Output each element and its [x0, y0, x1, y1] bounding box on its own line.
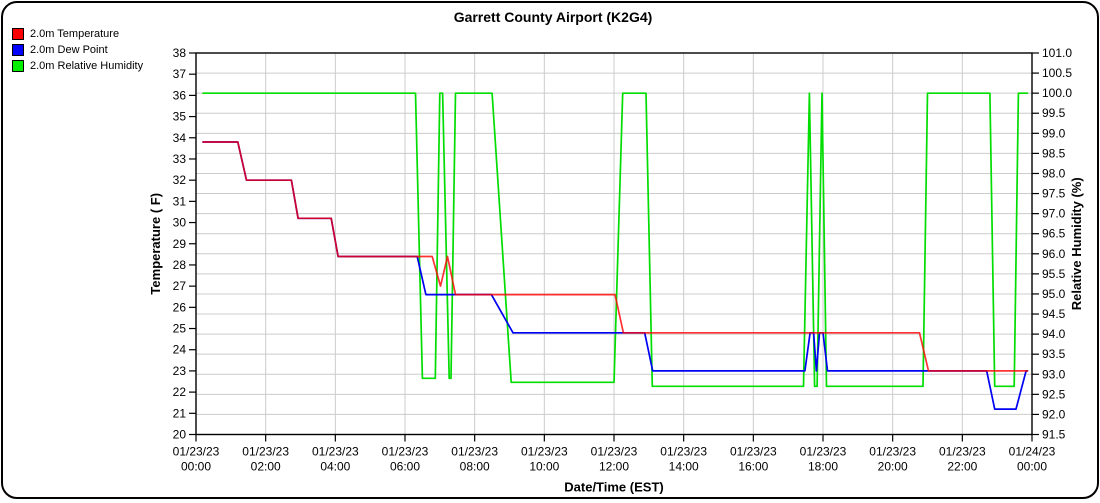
right-tick-label: 96.5: [1042, 227, 1066, 241]
gridlines: [196, 53, 1032, 435]
left-tick-label: 21: [173, 406, 187, 420]
x-tick-time-label: 00:00: [1017, 460, 1047, 474]
right-tick-label: 98.5: [1042, 146, 1066, 160]
x-tick-time-label: 02:00: [251, 460, 281, 474]
x-tick-date-label: 01/23/23: [173, 445, 220, 459]
x-tick-date-label: 01/24/23: [1009, 445, 1056, 459]
left-axis: 20 21 22 23 24 25 26 27 28 29 30 31 32 33 34 35 36 37 38: [173, 46, 196, 442]
right-tick-label: 98.0: [1042, 166, 1066, 180]
left-tick-label: 25: [173, 322, 187, 336]
legend: 2.0m Temperature 2.0m Dew Point 2.0m Rel…: [12, 28, 143, 76]
right-tick-label: 94.0: [1042, 327, 1066, 341]
legend-label-dew-point: 2.0m Dew Point: [30, 44, 108, 56]
left-tick-label: 30: [173, 216, 187, 230]
x-tick-date-label: 01/23/23: [800, 445, 847, 459]
relative-humidity-swatch-icon: [12, 60, 24, 72]
left-tick-label: 23: [173, 364, 187, 378]
right-axis-title: Relative Humidity (%): [1069, 177, 1084, 310]
x-tick-date-label: 01/23/23: [869, 445, 916, 459]
legend-item-dew-point: 2.0m Dew Point: [12, 44, 143, 56]
x-tick-date-label: 01/23/23: [451, 445, 498, 459]
x-axis-title: Date/Time (EST): [564, 480, 663, 495]
legend-item-temperature: 2.0m Temperature: [12, 28, 143, 40]
timeseries-chart: 20 21 22 23 24 25 26 27 28 29 30 31 32 33 34 35 36 37 38 91…: [148, 46, 1084, 495]
left-tick-label: 27: [173, 279, 187, 293]
x-tick-date-label: 01/23/23: [521, 445, 568, 459]
x-tick-date-label: 01/23/23: [660, 445, 707, 459]
left-tick-label: 35: [173, 110, 187, 124]
right-tick-label: 95.0: [1042, 287, 1066, 301]
left-axis-title: Temperature ( F): [148, 193, 163, 295]
x-tick-time-label: 10:00: [529, 460, 559, 474]
x-tick-date-label: 01/23/23: [312, 445, 359, 459]
x-tick-date-label: 01/23/23: [382, 445, 429, 459]
right-tick-label: 100.5: [1042, 66, 1072, 80]
legend-label-temperature: 2.0m Temperature: [30, 28, 120, 40]
left-tick-label: 24: [173, 343, 187, 357]
right-tick-label: 97.0: [1042, 207, 1066, 221]
right-tick-label: 94.5: [1042, 307, 1066, 321]
right-tick-label: 95.5: [1042, 267, 1066, 281]
x-tick-time-label: 20:00: [878, 460, 908, 474]
x-tick-date-label: 01/23/23: [591, 445, 638, 459]
left-tick-label: 20: [173, 428, 187, 442]
right-tick-label: 92.5: [1042, 387, 1066, 401]
left-tick-label: 32: [173, 173, 187, 187]
right-tick-label: 92.0: [1042, 407, 1066, 421]
right-tick-label: 100.0: [1042, 86, 1072, 100]
left-tick-label: 28: [173, 258, 187, 272]
right-tick-label: 96.0: [1042, 247, 1066, 261]
x-axis: 01/23/2300:0001/23/2302:0001/23/2304:000…: [173, 434, 1056, 474]
x-tick-date-label: 01/23/23: [939, 445, 986, 459]
right-axis: 91.5 92.0 92.5 93.0 93.5 94.0 94.5 95.0 95.5 96.0…: [1032, 46, 1072, 442]
left-tick-label: 36: [173, 88, 187, 102]
left-tick-label: 34: [173, 131, 187, 145]
left-tick-label: 31: [173, 194, 187, 208]
legend-label-relative-humidity: 2.0m Relative Humidity: [30, 60, 144, 72]
left-tick-label: 26: [173, 300, 187, 314]
relative-humidity-line: [202, 92, 1029, 388]
chart-title: Garrett County Airport (K2G4): [453, 9, 653, 25]
x-tick-time-label: 08:00: [460, 460, 490, 474]
x-tick-time-label: 00:00: [181, 460, 211, 474]
right-tick-label: 101.0: [1042, 46, 1072, 60]
left-tick-label: 37: [173, 67, 187, 81]
left-tick-label: 29: [173, 237, 187, 251]
right-tick-label: 93.5: [1042, 347, 1066, 361]
x-tick-time-label: 04:00: [320, 460, 350, 474]
right-tick-label: 97.5: [1042, 187, 1066, 201]
dew-point-swatch-icon: [12, 44, 24, 56]
legend-item-relative-humidity: 2.0m Relative Humidity: [12, 60, 143, 72]
right-tick-label: 93.0: [1042, 367, 1066, 381]
dew-point-line: [202, 141, 1029, 410]
temperature-swatch-icon: [12, 28, 24, 40]
x-tick-time-label: 22:00: [947, 460, 977, 474]
x-tick-date-label: 01/23/23: [730, 445, 777, 459]
temperature-line: [202, 141, 1029, 372]
right-tick-label: 99.0: [1042, 126, 1066, 140]
left-tick-label: 38: [173, 46, 187, 60]
x-tick-time-label: 06:00: [390, 460, 420, 474]
x-tick-time-label: 16:00: [738, 460, 768, 474]
x-tick-time-label: 12:00: [599, 460, 629, 474]
right-tick-label: 99.5: [1042, 106, 1066, 120]
x-tick-date-label: 01/23/23: [242, 445, 289, 459]
x-tick-time-label: 18:00: [808, 460, 838, 474]
left-tick-label: 33: [173, 152, 187, 166]
x-tick-time-label: 14:00: [669, 460, 699, 474]
right-tick-label: 91.5: [1042, 428, 1066, 442]
left-tick-label: 22: [173, 385, 187, 399]
